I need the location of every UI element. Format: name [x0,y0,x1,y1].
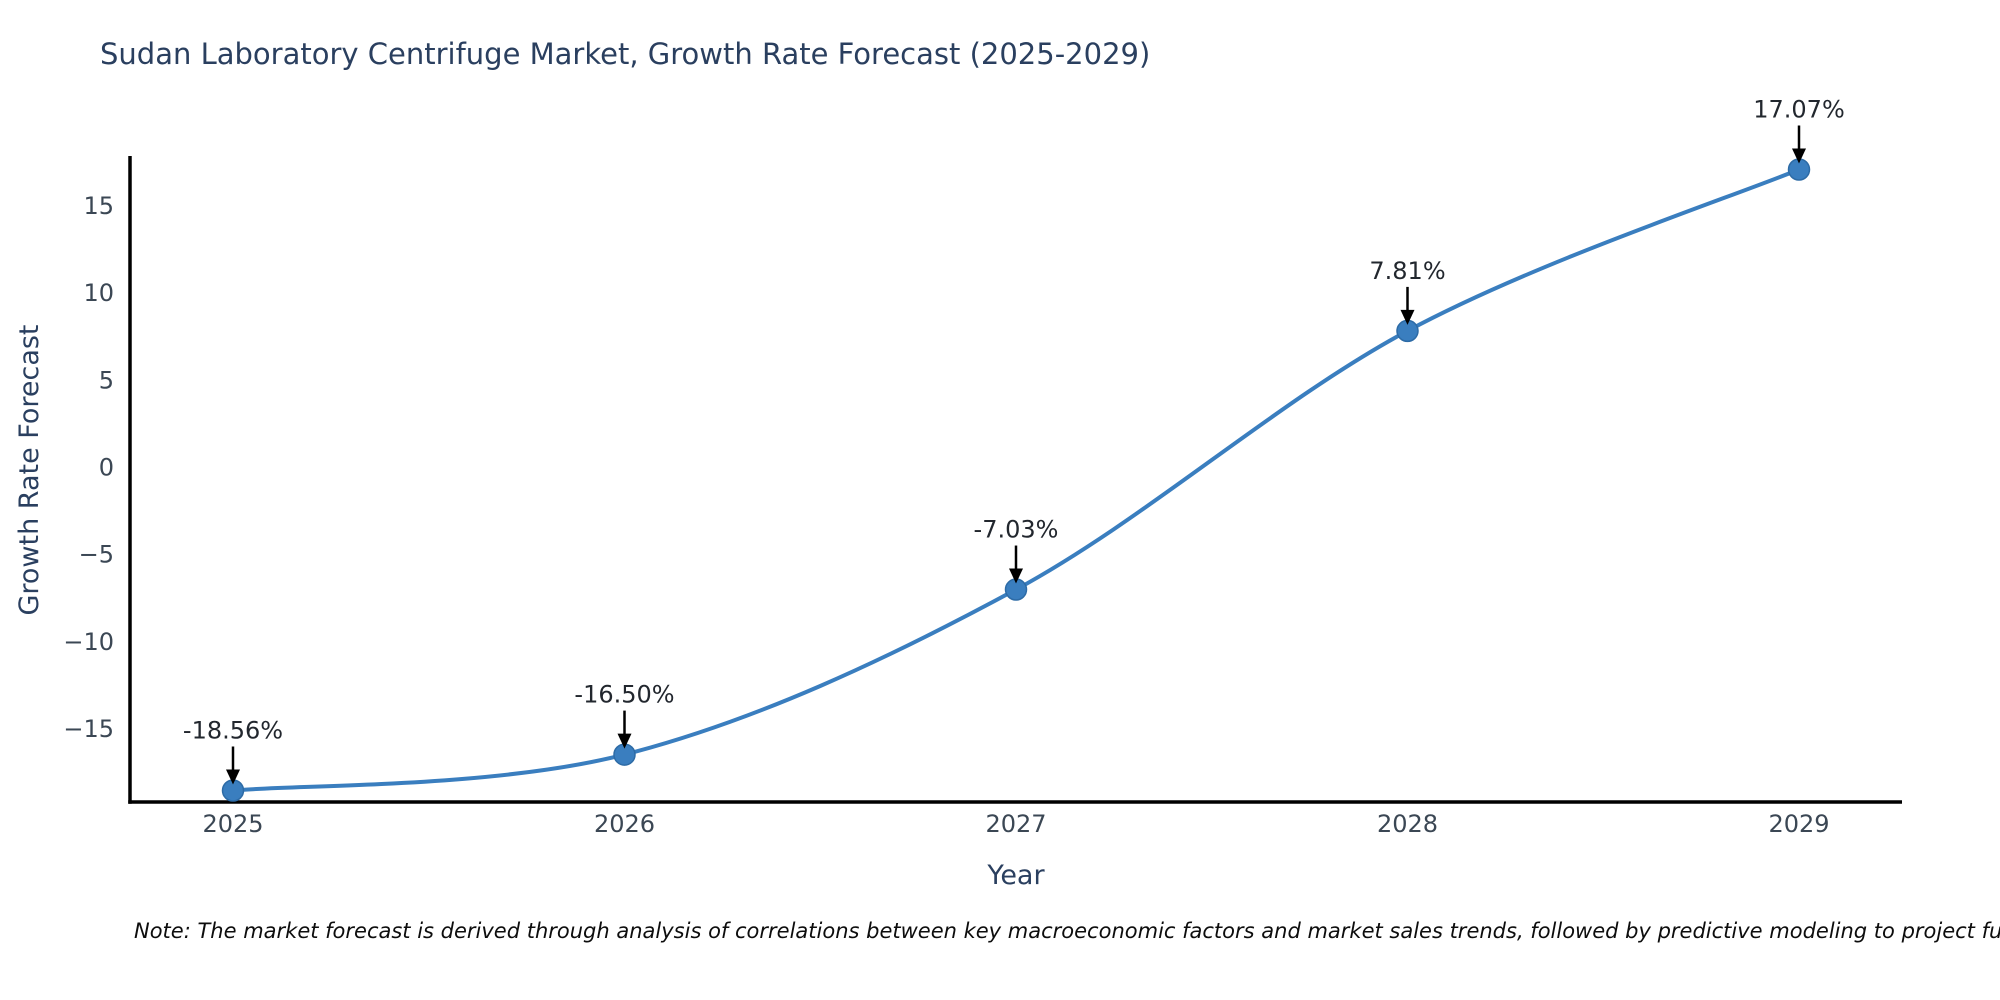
annotation-arrowhead-icon [226,769,240,785]
y-tick-label: −5 [79,541,114,569]
x-axis-title: Year [986,860,1045,891]
x-tick-label: 2026 [594,810,655,838]
annotation-label: 7.81% [1369,257,1445,285]
x-tick-label: 2027 [985,810,1046,838]
y-axis-tick-labels: 15 10 5 0 −5 −10 −15 [63,192,114,743]
y-tick-label: 0 [99,454,114,482]
annotation-label: -18.56% [183,716,283,744]
trend-line [231,167,1801,793]
annotation-label: -7.03% [974,516,1059,544]
point-annotations: -18.56% -16.50% -7.03% 7.81% 17.07% [183,96,1845,785]
chart-title: Sudan Laboratory Centrifuge Market, Grow… [100,37,1150,71]
y-tick-label: −15 [63,715,114,743]
annotation-arrowhead-icon [1400,309,1415,325]
y-tick-label: −10 [63,628,114,656]
x-tick-label: 2025 [202,810,263,838]
footnote: Note: The market forecast is derived thr… [134,919,2000,943]
y-tick-label: 5 [99,366,114,394]
x-tick-label: 2029 [1768,810,1829,838]
y-tick-label: 10 [83,279,114,307]
y-tick-label: 15 [83,192,114,220]
annotation-arrowhead-icon [1792,148,1806,164]
x-tick-label: 2028 [1377,810,1438,838]
x-axis-tick-labels: 2025 2026 2027 2028 2029 [202,810,1829,838]
annotation-label: 17.07% [1753,96,1845,124]
annotation-arrowhead-icon [1009,568,1023,584]
y-axis-title: Growth Rate Forecast [14,324,45,615]
annotation-label: -16.50% [574,681,674,709]
annotation-arrowhead-icon [617,733,632,749]
